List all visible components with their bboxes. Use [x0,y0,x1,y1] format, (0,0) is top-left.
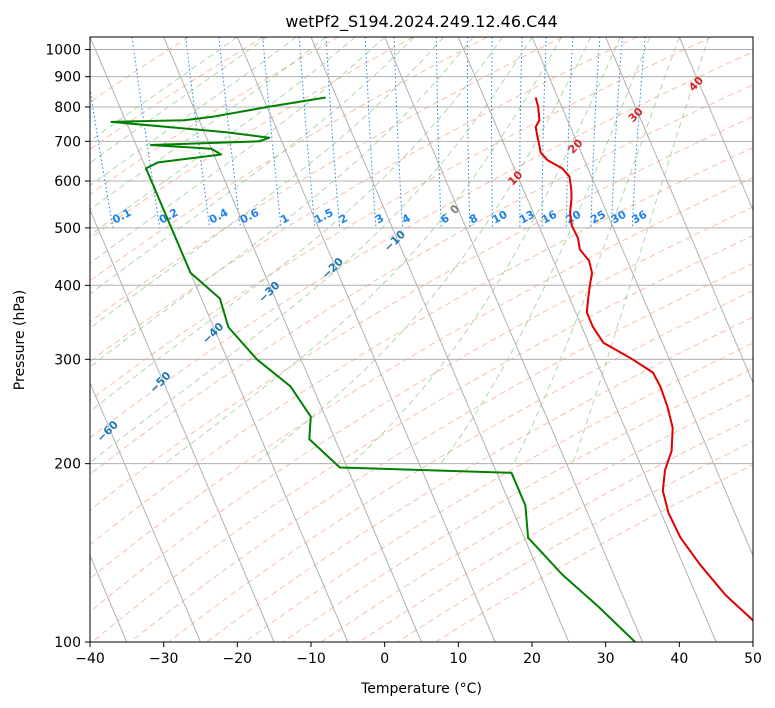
y-tick-label: 400 [54,278,81,294]
isotherm-line [605,37,753,384]
isotherm-line [236,37,496,642]
x-axis-title: Temperature (°C) [360,681,482,697]
y-tick-label: 100 [54,635,81,651]
y-tick-label: 1000 [45,43,81,59]
mixing-ratio-label: 13 [517,208,537,227]
x-tick-label: −20 [223,651,253,667]
dry-adiabat [90,37,563,323]
dry-adiabat [90,116,753,511]
mixing-ratio-line [131,37,161,228]
moist-adiabat [164,37,562,465]
dry-adiabat [90,37,414,239]
moist-adiabat [90,37,533,464]
background-lines [90,37,753,642]
dry-adiabat [206,316,753,642]
x-tick-label: −10 [296,651,326,667]
isotherm-line [163,37,422,642]
moist-adiabat [351,37,621,465]
moist-adiabat [90,37,297,187]
temperature-profile-line [534,97,753,622]
moist-adiabat [90,37,444,329]
x-tick-label: 40 [670,651,688,667]
mixing-ratio-label: 16 [539,208,559,227]
moist-adiabat [440,37,651,464]
moist-adiabat [90,37,356,237]
x-tick-label: 20 [523,651,541,667]
isotherm-line [384,37,643,642]
mixing-ratio-line [90,86,114,228]
moist-adiabat [90,37,503,412]
y-tick-label: 200 [54,457,81,473]
isotherm-line [678,37,753,212]
mixing-ratio-label: 36 [630,208,650,227]
mixing-ratio-label: 20 [564,208,584,227]
y-axis-title: Pressure (hPa) [12,290,28,390]
moist-adiabat [90,37,386,264]
y-tick-label: 600 [54,174,81,190]
x-tick-label: −40 [75,651,105,667]
x-axis: −40 −30 −20 −10 0 10 20 30 40 50 [75,642,762,667]
moist-adiabat [90,37,238,142]
mixing-ratio-label: 25 [588,208,608,227]
dry-adiabat [90,37,638,363]
x-tick-label: 30 [597,651,615,667]
dry-adiabat [90,206,753,613]
mixing-ratio-label: 10 [490,208,510,227]
moist-adiabat [513,37,680,464]
mixing-ratio-line [185,37,211,228]
moist-adiabat [90,37,327,211]
isotherm-line [457,37,717,642]
y-tick-label: 300 [54,352,81,368]
line-labels: 0.10.20.40.611.52346810131620253036−100−… [94,74,706,445]
dry-adiabat [90,84,753,476]
moist-adiabat [90,37,268,164]
mixing-ratio-line [218,37,241,228]
chart-title: wetPf2_S194.2024.249.12.46.C44 [285,12,557,32]
moist-adiabat [90,37,474,368]
y-axis: 100 200 300 400 500 600 700 800 900 1000 [45,43,90,651]
profile-lines [110,96,753,642]
x-tick-label: 50 [744,651,762,667]
dewpoint-profile-line [110,96,636,642]
mixing-ratio-label: 30 [609,208,629,227]
dry-adiabat [90,146,753,546]
moist-adiabat [90,37,415,295]
x-tick-label: 0 [380,651,389,667]
plot-frame [89,36,754,643]
isotherm-line [90,381,201,642]
x-tick-label: 10 [449,651,467,667]
y-tick-label: 900 [54,70,81,86]
x-tick-label: −30 [149,651,179,667]
y-tick-label: 500 [54,221,81,237]
isotherm-line [531,37,753,557]
y-tick-label: 800 [54,100,81,116]
moist-adiabat [572,37,710,464]
isotherm-line [90,208,275,642]
moist-adiabat [254,37,592,465]
pressure-gridlines [90,37,753,642]
dry-adiabat [90,51,753,439]
dry-adiabat [90,37,339,196]
dry-adiabat [91,234,753,642]
dry-adiabat [168,290,753,642]
y-tick-label: 700 [54,134,81,150]
isotherm-line [310,37,570,642]
isotherm-line [90,37,349,642]
